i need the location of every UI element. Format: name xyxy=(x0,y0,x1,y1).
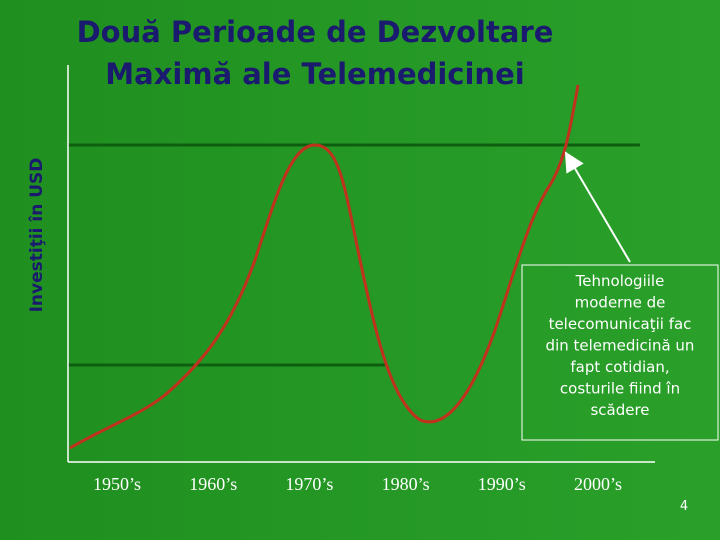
x-tick-label: 1990’s xyxy=(478,474,526,494)
chart-title: Două Perioade de Dezvoltare xyxy=(77,15,554,49)
y-axis-label: Investiţii în USD xyxy=(27,158,47,313)
chart-title: Maximă ale Telemedicinei xyxy=(105,57,524,91)
annotation-text: telecomunicaţii fac xyxy=(549,315,692,333)
x-tick-label: 1960’s xyxy=(189,474,237,494)
annotation-arrow xyxy=(564,151,631,263)
x-tick-label: 1980’s xyxy=(382,474,430,494)
annotation-text: scădere xyxy=(590,401,649,419)
annotation-box xyxy=(521,264,719,441)
annotation-text: fapt cotidian, xyxy=(570,358,669,376)
x-tick-label: 2000’s xyxy=(574,474,622,494)
x-tick-label: 1950’s xyxy=(93,474,141,494)
annotation-text: din telemedicină un xyxy=(546,337,695,355)
page-number: 4 xyxy=(680,499,688,514)
x-tick-label: 1970’s xyxy=(285,474,333,494)
annotation-text: Tehnologiile xyxy=(575,272,665,290)
trend-curve xyxy=(69,84,580,450)
annotation-text: costurile fiind în xyxy=(560,380,680,398)
annotation-text: moderne de xyxy=(575,294,666,312)
